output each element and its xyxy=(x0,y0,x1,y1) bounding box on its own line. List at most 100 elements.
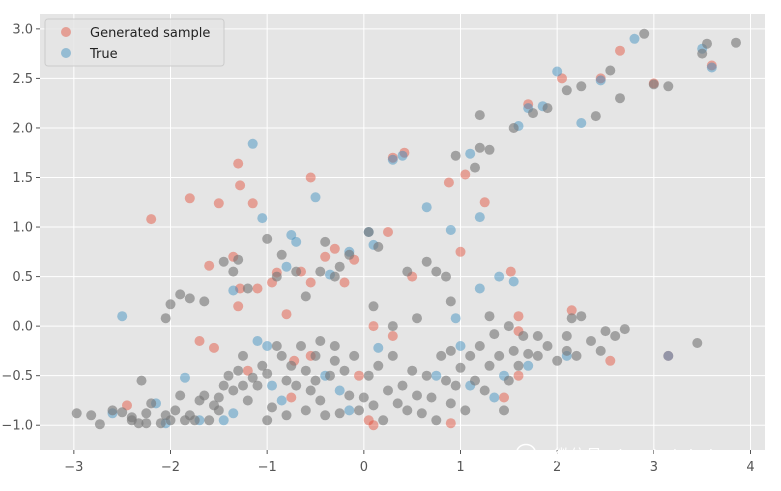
point-overlap xyxy=(436,350,447,361)
point-overlap xyxy=(445,398,456,409)
legend-label-generated: Generated sample xyxy=(90,26,210,41)
point-overlap xyxy=(416,408,427,419)
point-true xyxy=(523,360,534,371)
point-true xyxy=(494,271,505,282)
point-overlap xyxy=(523,348,534,359)
point-overlap xyxy=(561,345,572,356)
point-generated xyxy=(320,251,331,262)
point-true xyxy=(663,350,674,361)
point-true xyxy=(180,372,190,383)
point-generated xyxy=(286,392,297,403)
point-overlap xyxy=(474,142,485,153)
point-true xyxy=(455,341,466,351)
point-overlap xyxy=(213,392,224,403)
point-generated xyxy=(387,331,398,341)
point-generated xyxy=(513,311,524,322)
point-overlap xyxy=(141,418,152,429)
point-true xyxy=(276,395,287,406)
point-overlap xyxy=(450,380,461,391)
point-overlap xyxy=(165,415,176,426)
point-overlap xyxy=(619,324,630,335)
point-generated xyxy=(233,301,244,312)
x-axis-ticks: −3 −2 −1 0 1 2 3 4 xyxy=(64,450,755,475)
point-overlap xyxy=(731,37,741,48)
point-overlap xyxy=(542,103,553,114)
point-generated xyxy=(595,73,606,84)
point-overlap xyxy=(344,390,355,401)
plot-area xyxy=(40,14,765,450)
point-true xyxy=(334,385,345,396)
point-overlap xyxy=(257,360,268,371)
point-generated xyxy=(194,336,205,346)
point-overlap xyxy=(300,365,311,376)
point-overlap xyxy=(262,233,273,244)
legend: Generated sample True xyxy=(44,18,225,67)
point-generated xyxy=(233,158,244,169)
point-overlap xyxy=(542,341,553,351)
point-overlap xyxy=(503,375,514,386)
point-overlap xyxy=(450,150,461,161)
point-generated xyxy=(479,197,490,208)
y-tick-label: 2.5 xyxy=(12,72,33,87)
y-tick-label: 2.0 xyxy=(12,121,33,136)
point-overlap xyxy=(397,380,408,391)
point-overlap xyxy=(615,93,625,104)
point-overlap xyxy=(518,331,529,341)
x-tick-label: 0 xyxy=(360,460,368,475)
point-true xyxy=(228,285,239,296)
legend-label-true: True xyxy=(89,47,118,62)
point-overlap xyxy=(383,385,393,396)
point-overlap xyxy=(228,266,239,277)
point-true xyxy=(552,66,563,77)
point-overlap xyxy=(238,350,248,361)
point-overlap xyxy=(339,365,350,376)
point-overlap xyxy=(484,360,495,371)
point-true xyxy=(489,392,500,403)
point-overlap xyxy=(373,360,384,371)
point-overlap xyxy=(363,227,374,237)
point-generated xyxy=(557,73,567,84)
point-true xyxy=(576,118,587,128)
x-tick-label: 3 xyxy=(650,460,658,475)
point-generated xyxy=(329,243,340,254)
point-overlap xyxy=(503,321,514,332)
point-true xyxy=(397,150,408,161)
point-true xyxy=(281,261,292,272)
point-overlap xyxy=(349,350,360,361)
point-true xyxy=(252,336,263,346)
point-overlap xyxy=(300,405,311,416)
point-overlap xyxy=(296,341,306,351)
legend-marker-true xyxy=(61,48,71,58)
point-generated xyxy=(368,321,379,332)
point-true xyxy=(629,33,640,44)
point-overlap xyxy=(484,311,495,322)
point-overlap xyxy=(262,368,273,379)
point-overlap xyxy=(363,370,374,381)
point-true xyxy=(267,380,277,391)
point-generated xyxy=(513,370,524,381)
point-true xyxy=(344,405,355,416)
point-overlap xyxy=(441,375,451,386)
point-generated xyxy=(368,420,379,431)
watermark-text: 微信号: deephub-imba xyxy=(554,446,729,465)
point-generated xyxy=(445,418,456,429)
point-overlap xyxy=(402,266,413,277)
point-overlap xyxy=(532,350,543,361)
point-overlap xyxy=(204,415,215,426)
point-generated xyxy=(339,277,350,288)
point-generated xyxy=(209,342,219,353)
point-overlap xyxy=(571,350,582,361)
point-overlap xyxy=(117,407,128,418)
point-overlap xyxy=(561,85,572,96)
point-overlap xyxy=(508,345,519,356)
point-overlap xyxy=(528,108,538,119)
point-overlap xyxy=(474,341,485,351)
point-overlap xyxy=(421,256,432,267)
point-overlap xyxy=(358,392,369,403)
point-generated xyxy=(443,177,454,188)
point-overlap xyxy=(484,144,495,155)
point-generated xyxy=(252,283,263,294)
point-generated xyxy=(281,309,292,320)
point-generated xyxy=(235,283,246,294)
point-overlap xyxy=(334,261,345,272)
